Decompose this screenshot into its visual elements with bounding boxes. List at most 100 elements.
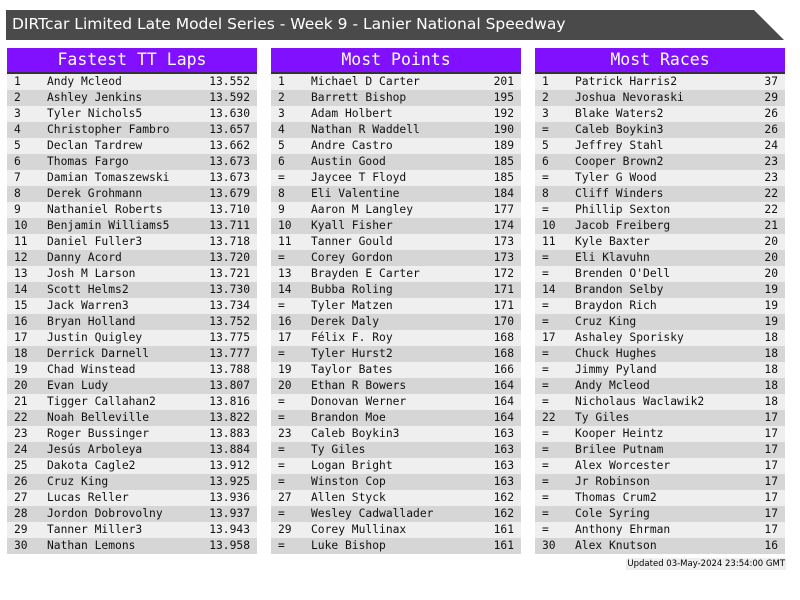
value-cell: 18 [764, 395, 778, 408]
driver-name-cell: Bubba Roling [311, 283, 393, 296]
rank-cell: 20 [14, 379, 28, 392]
rank-cell: 1 [278, 75, 285, 88]
table-row: 15 Jack Warren3 13.734 [7, 298, 257, 314]
driver-name-cell: Cole Syring [575, 507, 650, 520]
driver-name-cell: Brandon Moe [311, 411, 386, 424]
table-row: 6 Austin Good 185 [271, 154, 521, 170]
table-row: 20 Ethan R Bowers 164 [271, 378, 521, 394]
value-cell: 174 [493, 219, 514, 232]
table-row: 6 Cooper Brown2 23 [535, 154, 785, 170]
table-row: 9 Aaron M Langley 177 [271, 202, 521, 218]
panel-header: Fastest TT Laps [7, 48, 257, 74]
page-title: DIRTcar Limited Late Model Series - Week… [12, 15, 566, 33]
value-cell: 13.775 [209, 331, 250, 344]
value-cell: 29 [764, 91, 778, 104]
driver-name-cell: Caleb Boykin3 [575, 123, 664, 136]
rank-cell: 1 [542, 75, 549, 88]
value-cell: 18 [764, 331, 778, 344]
value-cell: 17 [764, 491, 778, 504]
driver-name-cell: Thomas Crum2 [575, 491, 657, 504]
table-row: 8 Eli Valentine 184 [271, 186, 521, 202]
value-cell: 161 [493, 539, 514, 552]
rank-cell: 18 [14, 347, 28, 360]
rank-cell: = [278, 475, 285, 488]
title-bar: DIRTcar Limited Late Model Series - Week… [6, 10, 784, 40]
rank-cell: 30 [542, 539, 556, 552]
table-row: = Alex Worcester 17 [535, 458, 785, 474]
rank-cell: = [278, 411, 285, 424]
driver-name-cell: Chuck Hughes [575, 347, 657, 360]
value-cell: 17 [764, 475, 778, 488]
driver-name-cell: Donovan Werner [311, 395, 407, 408]
rank-cell: = [278, 251, 285, 264]
value-cell: 17 [764, 411, 778, 424]
table-row: = Caleb Boykin3 26 [535, 122, 785, 138]
value-cell: 37 [764, 75, 778, 88]
driver-name-cell: Noah Belleville [47, 411, 150, 424]
rank-cell: = [542, 203, 549, 216]
rank-cell: 5 [278, 139, 285, 152]
driver-name-cell: Jesús Arboleya [47, 443, 143, 456]
table-row: 26 Cruz King 13.925 [7, 474, 257, 490]
table-row: = Jimmy Pyland 18 [535, 362, 785, 378]
panel-most-races: Most Races 1 Patrick Harris2 37 2 Joshua Nev… [535, 48, 785, 554]
driver-name-cell: Cruz King [47, 475, 109, 488]
driver-name-cell: Roger Bussinger [47, 427, 150, 440]
value-cell: 13.592 [209, 91, 250, 104]
rank-cell: 6 [278, 155, 285, 168]
rank-cell: 17 [278, 331, 292, 344]
driver-name-cell: Patrick Harris2 [575, 75, 678, 88]
table-row: 11 Kyle Baxter 20 [535, 234, 785, 250]
value-cell: 164 [493, 379, 514, 392]
table-row: 2 Barrett Bishop 195 [271, 90, 521, 106]
table-row: 5 Jeffrey Stahl 24 [535, 138, 785, 154]
driver-name-cell: Nicholaus Waclawik2 [575, 395, 705, 408]
driver-name-cell: Ty Giles [575, 411, 630, 424]
table-row: 30 Nathan Lemons 13.958 [7, 538, 257, 554]
table-row: 6 Thomas Fargo 13.673 [7, 154, 257, 170]
rank-cell: 22 [14, 411, 28, 424]
value-cell: 17 [764, 459, 778, 472]
value-cell: 13.788 [209, 363, 250, 376]
value-cell: 13.937 [209, 507, 250, 520]
rank-cell: = [542, 475, 549, 488]
value-cell: 164 [493, 411, 514, 424]
driver-name-cell: Logan Bright [311, 459, 393, 472]
rank-cell: = [542, 267, 549, 280]
value-cell: 17 [764, 427, 778, 440]
table-row: 3 Tyler Nichols5 13.630 [7, 106, 257, 122]
driver-name-cell: Wesley Cadwallader [311, 507, 434, 520]
leaderboard-list: 1 Patrick Harris2 37 2 Joshua Nevoraski 29 3 Bl… [535, 74, 785, 554]
updated-timestamp: Updated 03-May-2024 23:54:00 GMT [626, 558, 786, 570]
table-row: 3 Adam Holbert 192 [271, 106, 521, 122]
rank-cell: = [542, 427, 549, 440]
driver-name-cell: Tyler Matzen [311, 299, 393, 312]
value-cell: 13.673 [209, 155, 250, 168]
value-cell: 23 [764, 171, 778, 184]
rank-cell: 12 [14, 251, 28, 264]
table-row: 21 Tigger Callahan2 13.816 [7, 394, 257, 410]
driver-name-cell: Justin Quigley [47, 331, 143, 344]
table-row: = Winston Cop 163 [271, 474, 521, 490]
value-cell: 17 [764, 507, 778, 520]
rank-cell: 10 [278, 219, 292, 232]
driver-name-cell: Brandon Selby [575, 283, 664, 296]
value-cell: 13.720 [209, 251, 250, 264]
value-cell: 13.734 [209, 299, 250, 312]
driver-name-cell: Jack Warren3 [47, 299, 129, 312]
table-row: = Andy Mcleod 18 [535, 378, 785, 394]
value-cell: 16 [764, 539, 778, 552]
table-row: 10 Jacob Freiberg 21 [535, 218, 785, 234]
value-cell: 13.807 [209, 379, 250, 392]
driver-name-cell: Danny Acord [47, 251, 122, 264]
driver-name-cell: Tanner Miller3 [47, 523, 143, 536]
table-row: 16 Bryan Holland 13.752 [7, 314, 257, 330]
table-row: = Corey Gordon 173 [271, 250, 521, 266]
driver-name-cell: Joshua Nevoraski [575, 91, 684, 104]
driver-name-cell: Christopher Fambro [47, 123, 170, 136]
driver-name-cell: Andy Mcleod [47, 75, 122, 88]
rank-cell: = [542, 395, 549, 408]
value-cell: 19 [764, 315, 778, 328]
driver-name-cell: Tyler Hurst2 [311, 347, 393, 360]
driver-name-cell: Braydon Rich [575, 299, 657, 312]
